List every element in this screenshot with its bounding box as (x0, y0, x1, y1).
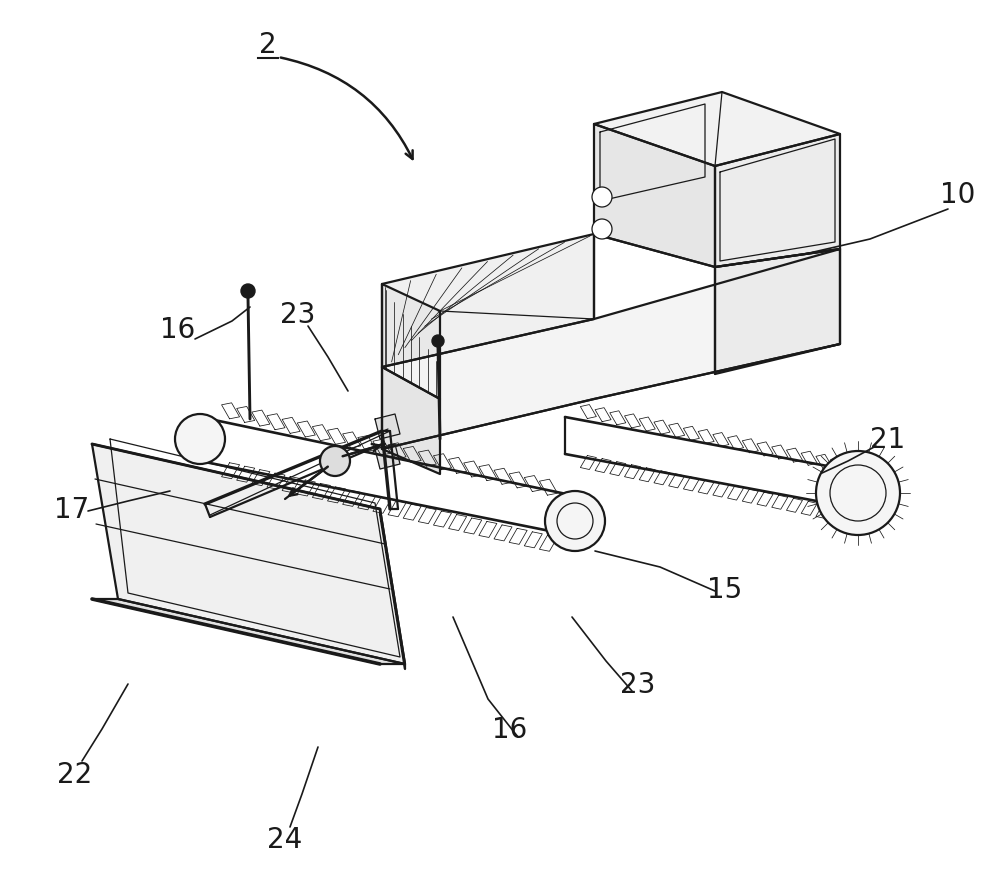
Circle shape (432, 335, 444, 348)
FancyArrowPatch shape (281, 58, 413, 160)
Circle shape (830, 466, 886, 521)
Text: 24: 24 (267, 825, 303, 853)
Polygon shape (594, 93, 840, 167)
Text: 23: 23 (280, 301, 316, 328)
Text: 10: 10 (940, 181, 976, 209)
Text: 17: 17 (54, 495, 90, 523)
Circle shape (592, 220, 612, 240)
Polygon shape (715, 249, 840, 375)
Polygon shape (92, 600, 405, 664)
Circle shape (175, 415, 225, 464)
Circle shape (545, 492, 605, 551)
Polygon shape (382, 368, 440, 474)
Polygon shape (375, 444, 400, 469)
Polygon shape (380, 509, 405, 669)
Circle shape (241, 285, 255, 299)
Text: 2: 2 (259, 31, 277, 59)
Circle shape (592, 188, 612, 208)
Text: 15: 15 (707, 575, 743, 603)
Text: 16: 16 (492, 715, 528, 743)
Circle shape (557, 503, 593, 540)
Polygon shape (715, 135, 840, 268)
Polygon shape (382, 249, 840, 449)
Text: 23: 23 (620, 670, 656, 698)
Polygon shape (375, 415, 400, 440)
Polygon shape (594, 125, 715, 268)
Polygon shape (382, 285, 440, 400)
Text: 22: 22 (57, 760, 93, 788)
Polygon shape (92, 444, 405, 664)
Text: 16: 16 (160, 315, 196, 343)
Polygon shape (382, 235, 594, 368)
Text: 21: 21 (870, 426, 906, 454)
Circle shape (816, 452, 900, 535)
Circle shape (320, 447, 350, 476)
